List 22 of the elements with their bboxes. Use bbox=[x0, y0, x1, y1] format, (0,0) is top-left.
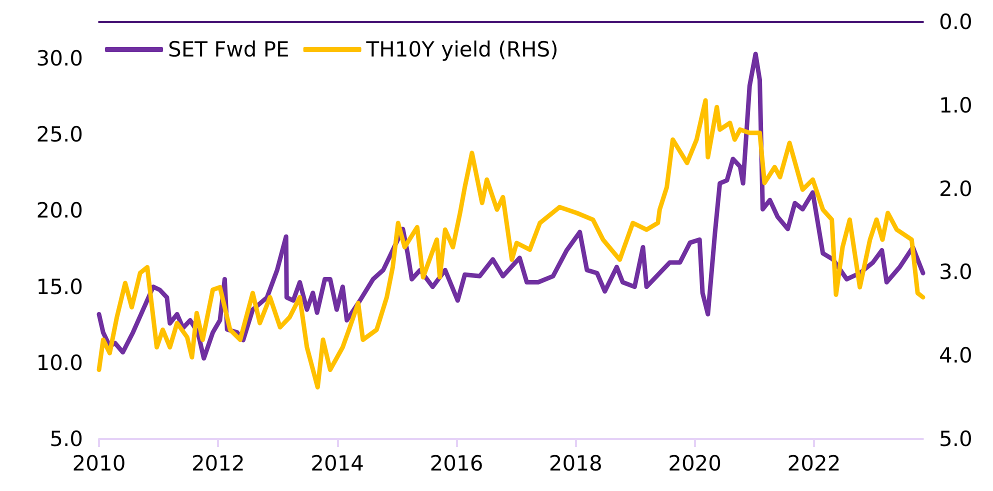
y-tick-label: 15.0 bbox=[36, 274, 83, 299]
x-tick-label: 2016 bbox=[430, 452, 484, 476]
legend-label: SET Fwd PE bbox=[168, 38, 290, 62]
x-tick-label: 2018 bbox=[548, 452, 602, 476]
y2-tick-label: 2.0 bbox=[939, 176, 972, 201]
y-tick-label: 25.0 bbox=[36, 122, 83, 147]
x-tick-label: 2010 bbox=[72, 452, 126, 476]
y2-tick-label: 0.0 bbox=[939, 10, 972, 34]
y-tick-label: 30.0 bbox=[36, 46, 83, 71]
y2-tick-label: 4.0 bbox=[939, 344, 972, 368]
legend-label: TH10Y yield (RHS) bbox=[365, 38, 558, 62]
y2-tick-label: 1.0 bbox=[939, 93, 972, 118]
y-tick-label: 5.0 bbox=[50, 427, 83, 451]
y2-tick-label: 5.0 bbox=[939, 427, 972, 451]
y2-tick-label: 3.0 bbox=[939, 260, 972, 284]
y-tick-label: 20.0 bbox=[36, 198, 83, 223]
x-tick-label: 2012 bbox=[191, 452, 245, 476]
y-tick-label: 10.0 bbox=[36, 350, 83, 375]
line-series bbox=[96, 98, 926, 390]
x-tick-label: 2014 bbox=[310, 452, 364, 476]
x-tick-label: 2022 bbox=[787, 452, 841, 476]
x-tick-label: 2020 bbox=[668, 452, 722, 476]
